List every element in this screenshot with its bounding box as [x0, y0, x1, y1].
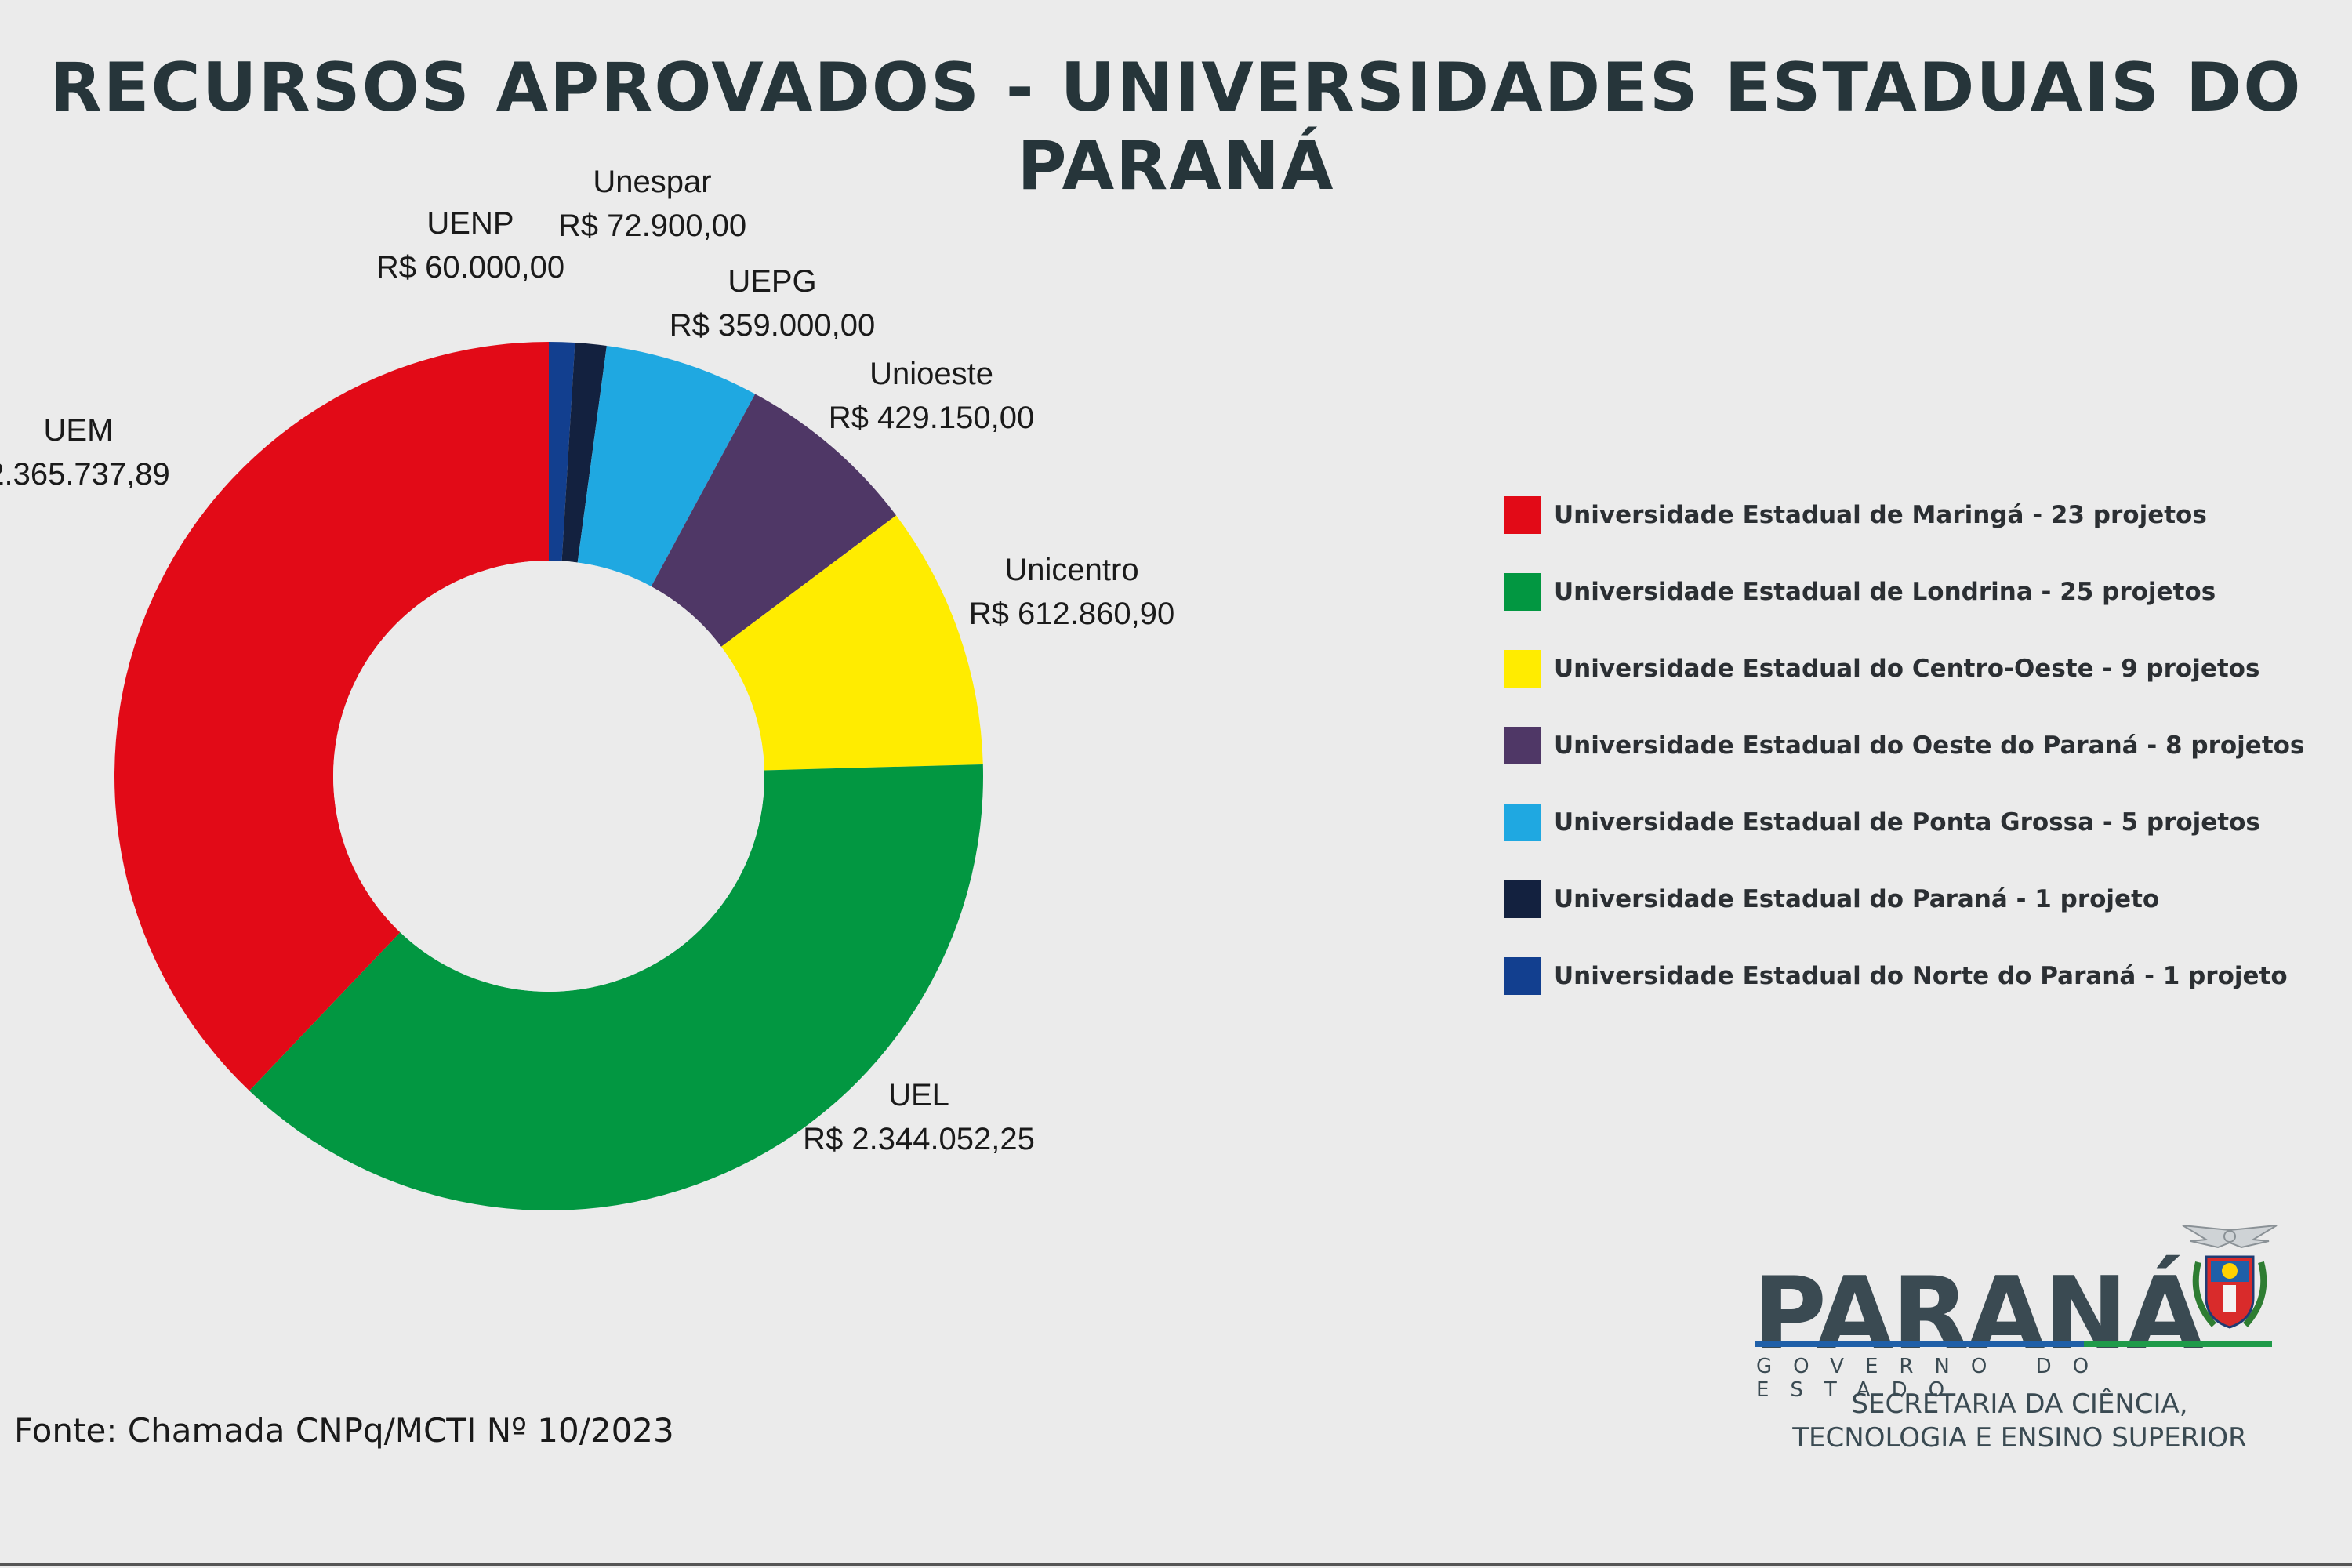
legend-item: Universidade Estadual de Ponta Grossa - …	[1504, 784, 2304, 861]
logo-subtitle: GOVERNO DO ESTADO	[1756, 1355, 2111, 1402]
legend-label: Universidade Estadual do Paraná - 1 proj…	[1554, 885, 2160, 913]
slice-label-value: R$ 359.000,00	[670, 308, 875, 343]
legend-item: Universidade Estadual do Oeste do Paraná…	[1504, 707, 2304, 784]
legend-label: Universidade Estadual de Londrina - 25 p…	[1554, 578, 2216, 606]
slice-label-value: R$ 72.900,00	[558, 209, 746, 243]
slice-label-name: UEL	[888, 1078, 949, 1112]
logo-secretaria: SECRETARIA DA CIÊNCIA, TECNOLOGIA E ENSI…	[1753, 1388, 2286, 1454]
slice-label-name: Unespar	[593, 165, 711, 199]
slice-label-name: UENP	[426, 206, 514, 241]
donut-slice-uem	[114, 341, 549, 1091]
legend-label: Universidade Estadual do Oeste do Paraná…	[1554, 731, 2305, 760]
bottom-rule	[0, 1563, 2352, 1566]
legend-label: Universidade Estadual de Maringá - 23 pr…	[1554, 501, 2207, 529]
secretaria-line-1: SECRETARIA DA CIÊNCIA,	[1851, 1388, 2188, 1420]
legend-item: Universidade Estadual de Londrina - 25 p…	[1504, 554, 2304, 630]
legend-item: Universidade Estadual do Norte do Paraná…	[1504, 938, 2304, 1014]
legend-item: Universidade Estadual do Paraná - 1 proj…	[1504, 861, 2304, 938]
logo-rule	[1755, 1341, 2272, 1347]
chart-legend: Universidade Estadual de Maringá - 23 pr…	[1504, 477, 2304, 1014]
slice-label-name: UEPG	[728, 264, 816, 299]
slice-label-name: Unioeste	[869, 357, 993, 391]
chart-title: RECURSOS APROVADOS - UNIVERSIDADES ESTAD…	[49, 49, 2303, 205]
legend-label: Universidade Estadual do Centro-Oeste - …	[1554, 655, 2260, 683]
donut-slice-unioeste	[651, 394, 897, 647]
legend-swatch	[1504, 650, 1541, 688]
legend-label: Universidade Estadual do Norte do Paraná…	[1554, 962, 2288, 990]
donut-slice-uepg	[577, 345, 756, 587]
source-note: Fonte: Chamada CNPq/MCTI Nº 10/2023	[14, 1411, 674, 1450]
logo-wordmark: PARANÁ	[1753, 1256, 2204, 1373]
parana-logo: PARANÁ	[1753, 1219, 2286, 1454]
donut-slice-uel	[249, 764, 983, 1210]
donut-slice-unicentro	[720, 515, 983, 771]
slice-label-value: R$ 2.344.052,25	[803, 1122, 1035, 1156]
legend-swatch	[1504, 957, 1541, 995]
legend-swatch	[1504, 727, 1541, 764]
coat-of-arms-icon	[2182, 1225, 2278, 1329]
slice-label-value: R$ 612.860,90	[969, 597, 1174, 631]
slice-label-value: 2.365.737,89	[0, 457, 170, 492]
donut-slice-unespar	[561, 343, 607, 563]
secretaria-line-2: TECNOLOGIA E ENSINO SUPERIOR	[1792, 1421, 2247, 1454]
legend-swatch	[1504, 880, 1541, 918]
slice-label-value: R$ 60.000,00	[376, 250, 564, 285]
slice-label-value: R$ 429.150,00	[829, 401, 1034, 435]
slice-label-name: Unicentro	[1004, 553, 1138, 587]
donut-slice-uenp	[549, 342, 575, 561]
legend-label: Universidade Estadual de Ponta Grossa - …	[1554, 808, 2260, 837]
legend-swatch	[1504, 573, 1541, 611]
legend-item: Universidade Estadual do Centro-Oeste - …	[1504, 630, 2304, 707]
slice-label-name: UEM	[44, 413, 114, 448]
donut-hole	[333, 561, 764, 992]
legend-swatch	[1504, 804, 1541, 841]
legend-swatch	[1504, 496, 1541, 534]
legend-item: Universidade Estadual de Maringá - 23 pr…	[1504, 477, 2304, 554]
